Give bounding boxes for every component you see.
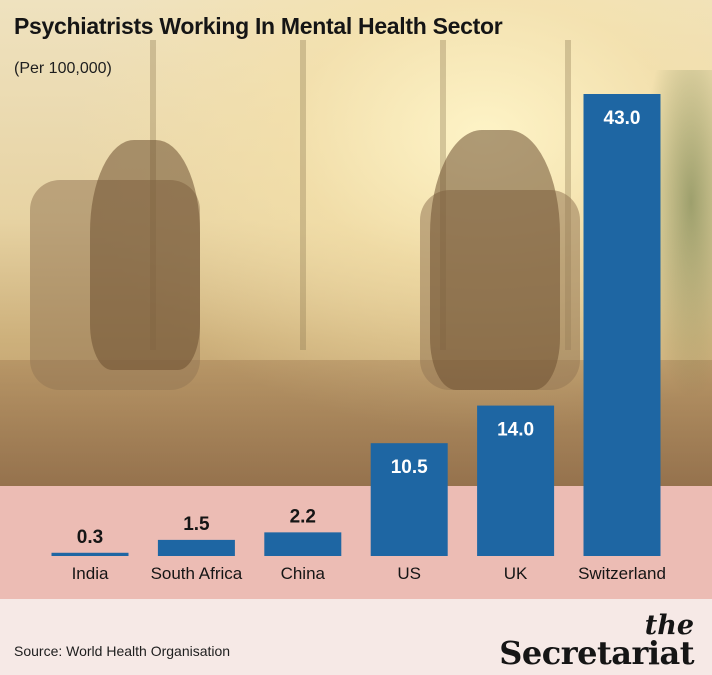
category-label: UK [504,564,528,583]
chart-title: Psychiatrists Working In Mental Health S… [14,13,503,39]
window-frame [300,40,306,350]
bar-south-africa [157,539,235,556]
bar-chart: 0.3 India 1.5 South Africa 2.2 China 10.5 US 14.… [51,94,666,583]
data-label: 0.3 [77,527,103,548]
bar-switzerland [583,94,661,556]
category-label: South Africa [151,564,243,583]
background-photo [0,0,712,486]
data-label: 14.0 [497,420,534,441]
data-label: 43.0 [604,108,641,129]
logo: the Secretariat [499,612,694,669]
bar-us [370,443,448,556]
bar-china [264,532,342,556]
data-label: 10.5 [391,457,428,478]
logo-the: the [644,610,694,641]
chart-subtitle: (Per 100,000) [14,60,112,77]
category-label: India [72,564,109,583]
bar-uk [477,405,555,556]
category-label: Switzerland [578,564,666,583]
bar-india [51,552,129,556]
logo-brand: Secretariat [499,634,694,672]
data-label: 1.5 [183,514,210,535]
person-right [430,130,560,390]
source-note: Source: World Health Organisation [14,643,231,659]
category-label: US [397,564,421,583]
category-label: China [281,564,326,583]
data-label: 2.2 [290,506,316,527]
footer [0,599,712,675]
person-left [90,140,200,370]
